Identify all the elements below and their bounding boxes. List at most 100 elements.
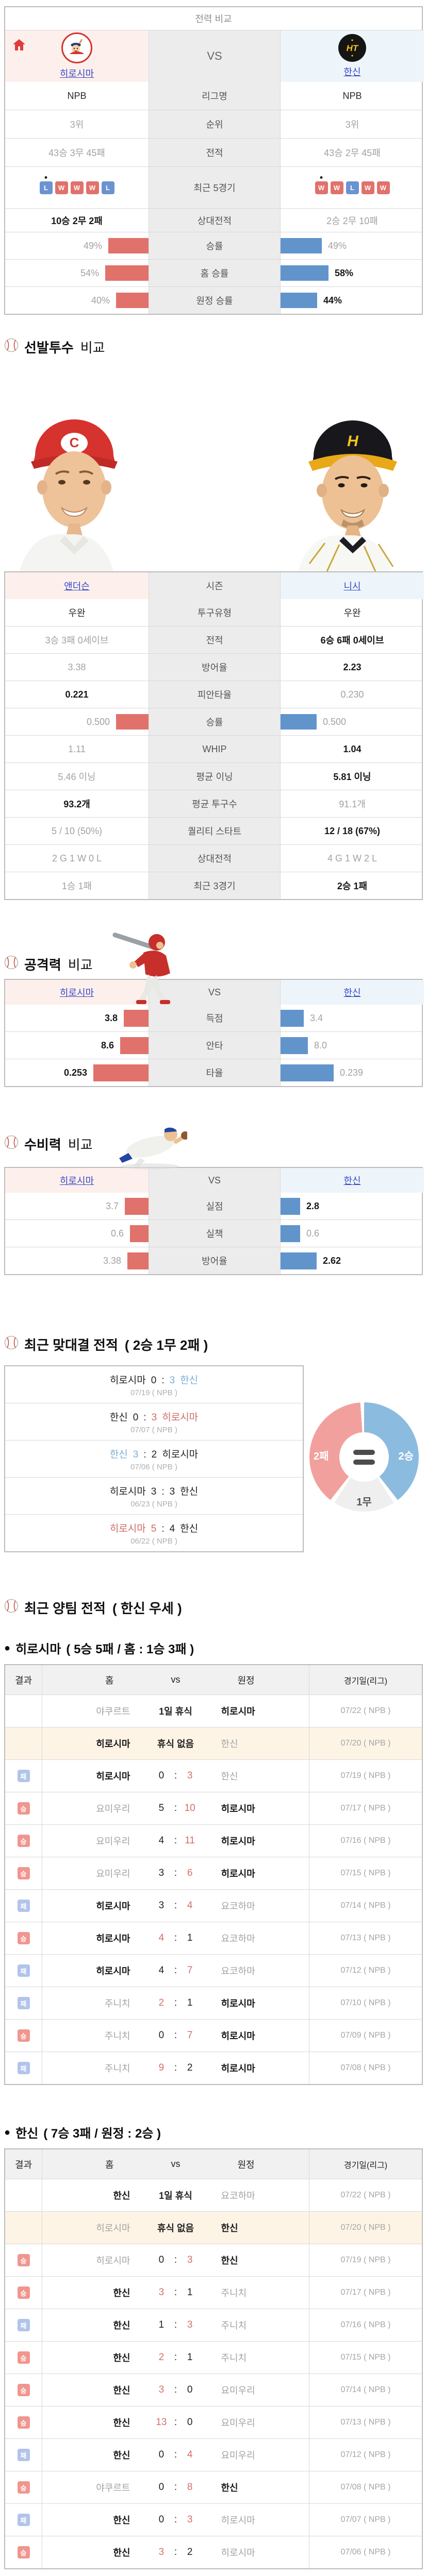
- left-value: 5.46 이닝: [58, 772, 96, 782]
- left-value-cell: 우완: [5, 599, 149, 626]
- defense-right-link[interactable]: 한신: [343, 1176, 361, 1186]
- power-rows: NPB 리그명 NPB 3위 순위 3위 43승 3무 45패 전적 43승 2무 45패 L W W…: [5, 82, 422, 314]
- h2h-away-score: 3: [151, 1412, 157, 1423]
- score-colon: :: [174, 2287, 177, 2298]
- left-value: 3.7: [105, 1200, 119, 1211]
- right-value-cell: 5.81 이닝: [281, 763, 424, 790]
- left-bar: [124, 1009, 149, 1027]
- score-colon: :: [143, 1449, 146, 1460]
- header-date-label: 경기일(리그): [343, 2161, 388, 2170]
- right-value: 43승 2무 45패: [324, 148, 381, 158]
- header-result: 결과: [5, 1665, 42, 1694]
- loss-result-badge: 패: [17, 2319, 30, 2331]
- h2h-game-row: 히로시마 5:4 한신 06/22 ( NPB ): [5, 1514, 303, 1551]
- header-matchup: 홈 vs 원정: [42, 1665, 309, 1694]
- left-value: 0.6: [110, 1228, 124, 1239]
- power-comparison-title: 전력 비교: [5, 7, 422, 30]
- right-value: 0.230: [340, 689, 364, 700]
- game-date-cell: 07/20 ( NPB ): [309, 2212, 422, 2244]
- result-cell: [5, 1695, 42, 1727]
- right-value: 0.500: [323, 716, 347, 727]
- row-label: 안타: [206, 1041, 223, 1051]
- game-date: 07/14 ( NPB ): [340, 2385, 391, 2394]
- home-score: 3: [158, 2384, 165, 2395]
- game-row: 승 요미우리 4:11 히로시마 07/16 ( NPB ): [5, 1824, 422, 1857]
- win-result-badge: 승: [17, 2286, 30, 2299]
- loss-result-badge: 패: [17, 2062, 30, 2074]
- row-label-cell: 방어율: [149, 654, 281, 681]
- donut-loss-label: 2패: [314, 1451, 329, 1462]
- compare-row: 40% 원정 승률 44%: [5, 286, 422, 314]
- pitcher-section-title: 선발투수 비교: [4, 337, 423, 357]
- defense-left-link[interactable]: 히로시마: [59, 1176, 94, 1186]
- result-cell: 패: [5, 1890, 42, 1922]
- compare-row: 0.500 승률 0.500: [5, 708, 422, 735]
- pitcher-right-link[interactable]: 니시: [343, 581, 361, 591]
- away-team-name: 요미우리: [221, 2450, 255, 2461]
- home-team-name: 한신: [113, 2450, 130, 2461]
- score-or-rest: 1일 휴식: [133, 2189, 219, 2202]
- matchup-cell: 히로시마 3:4 요코하마: [42, 1890, 309, 1922]
- defense-title-strong: 수비력: [24, 1137, 61, 1153]
- left-value: 3.8: [104, 1012, 118, 1023]
- loss-badge: L: [101, 181, 114, 194]
- left-value-cell: 8.6: [5, 1032, 149, 1059]
- pitcher-title-strong: 선발투수: [24, 340, 74, 355]
- left-value-cell: 93.2개: [5, 790, 149, 817]
- away-team-name: 요코하마: [221, 1901, 255, 1911]
- left-bar: [130, 1225, 149, 1242]
- hiroshima-table-summary: ( 5승 5패 / 홈 : 1승 3패 ): [66, 1642, 194, 1656]
- home-team-link[interactable]: 히로시마: [59, 69, 94, 79]
- matchup-cell: 한신 0:3 히로시마: [42, 2504, 309, 2536]
- h2h-home-score: 0: [151, 1375, 157, 1386]
- attack-right-link[interactable]: 한신: [343, 988, 361, 998]
- right-bar: [281, 238, 322, 253]
- score-colon: :: [174, 2384, 177, 2395]
- h2h-away-team: 한신: [180, 1375, 199, 1386]
- home-score: 4: [158, 1965, 165, 1976]
- left-value: 10승 2무 2패: [51, 215, 103, 226]
- row-label-cell: 방어율: [149, 1247, 281, 1274]
- away-score: 1: [187, 2287, 193, 2298]
- rest-label: 1일 휴식: [159, 2191, 192, 2201]
- game-date-cell: 07/14 ( NPB ): [309, 1890, 422, 1922]
- matchup-cell: 히로시마 0:3 한신: [42, 1760, 309, 1792]
- rest-label: 휴식 없음: [157, 2223, 194, 2233]
- score-or-rest: 0:3: [133, 2255, 219, 2266]
- h2h-away-team: 히로시마: [162, 1412, 199, 1423]
- result-cell: 승: [5, 2536, 42, 2568]
- away-team-link[interactable]: 한신: [343, 67, 361, 77]
- defense-title-rest: 비교: [68, 1137, 93, 1153]
- game-date-cell: 07/15 ( NPB ): [309, 1857, 422, 1889]
- away-score: 1: [187, 2352, 193, 2363]
- game-date-cell: 07/22 ( NPB ): [309, 2179, 422, 2211]
- recent-section-title: 최근 양팀 전적 ( 한신 우세 ): [4, 1598, 423, 1617]
- compare-row: 49% 승률 49%: [5, 232, 422, 259]
- away-team-name: 요코하마: [221, 1934, 255, 1944]
- game-date: 07/06 ( NPB ): [340, 2548, 391, 2556]
- row-label: 홈 승률: [200, 268, 229, 279]
- pitcher-left-link[interactable]: 앤더슨: [64, 581, 90, 591]
- badge-wrap: L: [39, 176, 53, 194]
- score-or-rest: 2:1: [133, 1997, 219, 2009]
- vs-cell: VS: [149, 30, 281, 82]
- right-value-cell: 43승 2무 45패: [281, 139, 424, 166]
- left-value-cell: 49%: [5, 232, 149, 259]
- h2h-game-line: 한신 3:2 히로시마: [110, 1447, 198, 1461]
- defense-left-cell: 히로시마: [5, 1168, 149, 1193]
- home-score: 0: [158, 2255, 165, 2265]
- h2h-away-team: 한신: [180, 1486, 199, 1497]
- home-score: 0: [158, 2449, 165, 2460]
- hanshin-record-table: 결과 홈 vs 원정 경기일(리그) 한신 1일 휴식 요코하마 07/22 ( NPB ) 히로…: [4, 2148, 423, 2569]
- row-label: 타율: [206, 1068, 223, 1078]
- win-badge: W: [330, 181, 343, 194]
- pitcher-right-cell: 니시: [281, 572, 424, 599]
- hanshin-table-title: ● 한신 ( 7승 3패 / 원정 : 2승 ): [4, 2123, 423, 2141]
- attack-left-link[interactable]: 히로시마: [59, 988, 94, 998]
- row-label: 득점: [206, 1013, 223, 1024]
- h2h-away-team: 한신: [180, 1523, 199, 1534]
- home-team-name: 요미우리: [96, 1804, 130, 1814]
- score-or-rest: 4:1: [133, 1933, 219, 1944]
- home-score: 3: [158, 2547, 165, 2557]
